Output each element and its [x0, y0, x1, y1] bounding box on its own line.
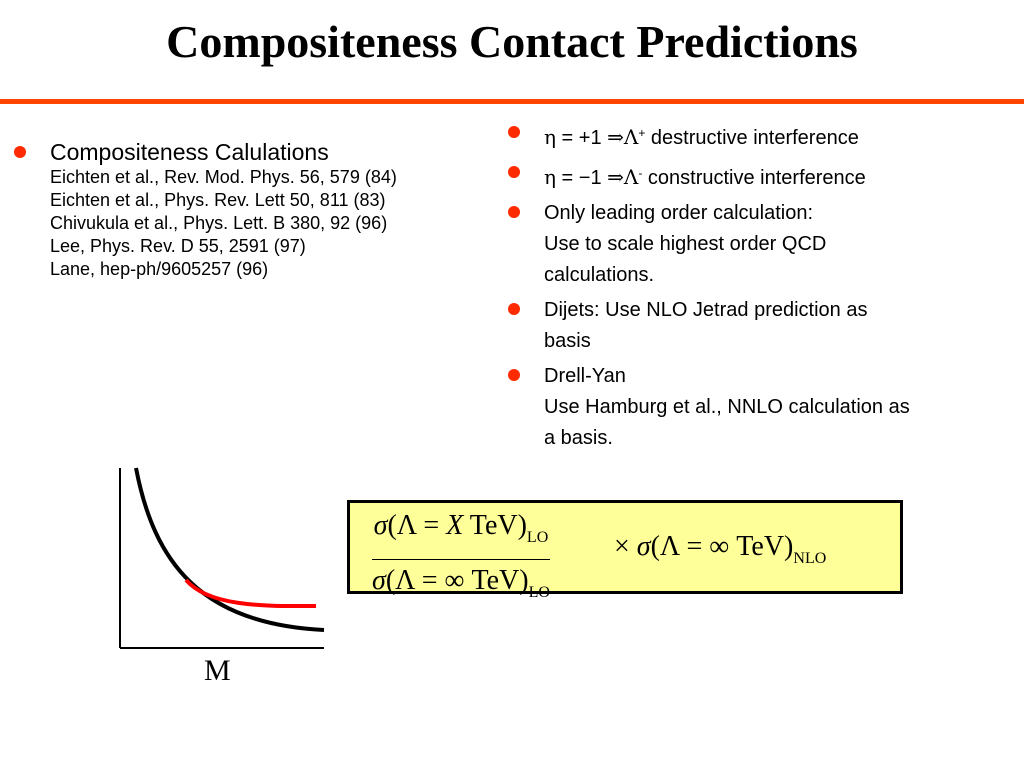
implies-arrow-icon: ⇒ — [607, 165, 624, 189]
bullet-dot-icon — [508, 206, 520, 218]
scaling-formula-box: σ(Λ = X TeV)LO σ(Λ = ∞ TeV)LO × σ(Λ = ∞ … — [347, 500, 903, 601]
nlo-factor: × σ(Λ = ∞ TeV)NLO — [614, 529, 826, 577]
implies-arrow-icon: ⇒ — [607, 125, 624, 149]
nlo-argument: (Λ = ∞ TeV) — [650, 531, 794, 562]
reference-line: Lane, hep-ph/9605257 (96) — [50, 259, 269, 279]
bullet-text: constructive interference — [642, 167, 866, 189]
x-variable: X — [446, 510, 464, 541]
sigma-symbol: σ — [373, 510, 388, 541]
bullet-text: Use Hamburg et al., NNLO calculation as — [544, 396, 910, 418]
numerator-argument: (Λ = — [387, 510, 447, 541]
bullet-dot-icon — [508, 166, 520, 178]
title-divider — [0, 99, 1024, 104]
bullet-text: Only leading order calculation: — [544, 202, 814, 224]
lo-subscript: LO — [528, 584, 550, 601]
lo-subscript: LO — [526, 529, 549, 546]
fraction-denominator: σ(Λ = ∞ TeV)LO — [372, 564, 550, 610]
lambda-superscript: - — [638, 166, 643, 180]
leading-order-bullet: Only leading order calculation: Use to s… — [508, 198, 1018, 291]
lambda-symbol: Λ — [623, 165, 639, 189]
sigma-symbol: σ — [636, 531, 651, 562]
sigma-symbol: σ — [372, 565, 386, 596]
bullet-text: calculations. — [544, 264, 655, 286]
nlo-subscript: NLO — [793, 550, 827, 567]
lambda-superscript: + — [638, 126, 646, 140]
reference-line: Lee, Phys. Rev. D 55, 2591 (97) — [50, 236, 306, 256]
lambda-symbol: Λ — [623, 125, 639, 149]
eta-symbol: η — [544, 165, 556, 189]
bullet-text: destructive interference — [645, 127, 859, 149]
bullet-text: basis — [544, 330, 591, 352]
right-bullet-list: η = +1 ⇒Λ+ destructive interference η = … — [508, 118, 1018, 458]
bullet-dot-icon — [14, 146, 26, 158]
reference-line: Eichten et al., Phys. Rev. Lett 50, 811 … — [50, 190, 386, 210]
fraction-bar — [372, 559, 550, 560]
bullet-heading: Compositeness Calulations — [50, 139, 329, 165]
eta-minus-bullet: η = −1 ⇒Λ- constructive interference — [508, 158, 1018, 194]
bullet-text: Use to scale highest order QCD — [544, 233, 827, 255]
times-symbol: × — [614, 531, 637, 562]
bullet-dot-icon — [508, 303, 520, 315]
denominator-argument: (Λ = ∞ TeV) — [385, 565, 529, 596]
slide-title: Compositeness Contact Predictions — [166, 16, 858, 67]
bullet-text: Drell-Yan — [544, 365, 626, 387]
fraction-numerator: σ(Λ = X TeV)LO — [372, 509, 550, 555]
eta-plus-bullet: η = +1 ⇒Λ+ destructive interference — [508, 118, 1018, 154]
eta-symbol: η — [544, 125, 556, 149]
left-bullet-list: Compositeness Calulations Eichten et al.… — [14, 138, 504, 281]
eta-value: = +1 — [555, 127, 608, 149]
drell-yan-bullet: Drell-Yan Use Hamburg et al., NNLO calcu… — [508, 361, 1018, 454]
interference-sketch — [119, 467, 325, 649]
compositeness-bullet: Compositeness Calulations Eichten et al.… — [14, 138, 504, 281]
eta-value: = −1 — [555, 167, 608, 189]
contact-interaction-curve — [184, 578, 317, 609]
bullet-text: a basis. — [544, 427, 613, 449]
x-axis-label: M — [204, 654, 231, 687]
bullet-dot-icon — [508, 126, 520, 138]
numerator-unit: TeV) — [463, 510, 527, 541]
bullet-text: Dijets: Use NLO Jetrad prediction as — [544, 299, 868, 321]
lo-ratio-fraction: σ(Λ = X TeV)LO σ(Λ = ∞ TeV)LO — [372, 509, 550, 610]
dijets-bullet: Dijets: Use NLO Jetrad prediction as bas… — [508, 295, 1018, 357]
bullet-dot-icon — [508, 369, 520, 381]
reference-line: Eichten et al., Rev. Mod. Phys. 56, 579 … — [50, 167, 397, 187]
reference-line: Chivukula et al., Phys. Lett. B 380, 92 … — [50, 213, 388, 233]
